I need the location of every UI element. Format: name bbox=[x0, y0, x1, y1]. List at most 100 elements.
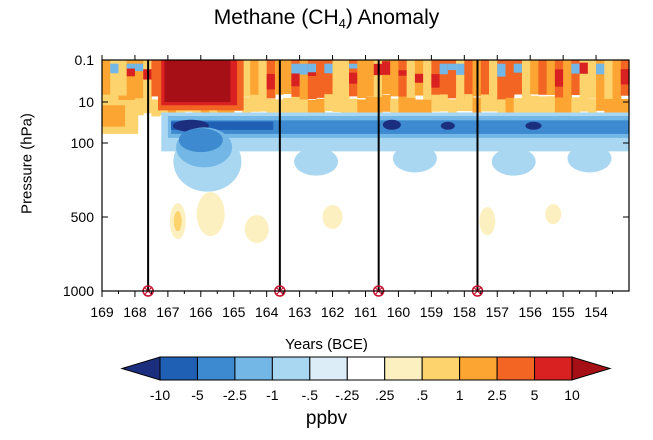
x-tick-label: 166 bbox=[189, 304, 213, 320]
anomaly-cell bbox=[571, 63, 581, 74]
colorbar-box bbox=[459, 356, 498, 381]
anomaly-cell bbox=[151, 99, 161, 117]
positive-patch bbox=[102, 105, 126, 127]
anomaly-cell bbox=[365, 96, 375, 114]
anomaly-cell bbox=[620, 98, 630, 116]
anomaly-cell bbox=[307, 99, 317, 117]
anomaly-cell bbox=[497, 60, 507, 102]
anomaly-cell bbox=[241, 60, 251, 97]
x-tick-label: 159 bbox=[420, 304, 444, 320]
anomaly-cell bbox=[497, 99, 507, 117]
y-tick-label: 1000 bbox=[63, 283, 94, 299]
anomaly-cell bbox=[579, 62, 589, 74]
negative-layer bbox=[171, 120, 629, 134]
anomaly-cell bbox=[241, 97, 251, 115]
anomaly-cell bbox=[489, 60, 498, 100]
y-tick-label: 100 bbox=[71, 135, 95, 151]
negative-core bbox=[382, 119, 401, 130]
anomaly-cell bbox=[431, 94, 441, 112]
anomaly-cell bbox=[604, 98, 614, 116]
anomaly-cell bbox=[291, 73, 301, 87]
negative-patch bbox=[294, 147, 339, 176]
anomaly-cell bbox=[563, 95, 572, 113]
chart-title: Methane (CH4) Anomaly bbox=[213, 6, 440, 31]
anomaly-cell bbox=[316, 98, 325, 116]
anomaly-cell bbox=[126, 60, 136, 96]
anomaly-cell bbox=[612, 98, 622, 116]
colorbar-level-label: 2.5 bbox=[487, 387, 507, 403]
anomaly-cell bbox=[521, 60, 531, 101]
anomaly-cell bbox=[118, 60, 128, 99]
anomaly-cell bbox=[464, 94, 474, 112]
colorbar-level-label: .25 bbox=[375, 387, 395, 403]
anomaly-cell bbox=[439, 63, 449, 75]
anomaly-cell bbox=[521, 98, 531, 116]
anomaly-cell bbox=[250, 94, 260, 112]
colorbar-box bbox=[309, 356, 348, 381]
anomaly-cell bbox=[398, 70, 408, 76]
anomaly-cell bbox=[439, 60, 449, 98]
colorbar: -10 -5 -2.5 -1 -.5 -.25 .25 .5 1 2.5 5 10 bbox=[120, 356, 612, 403]
colorbar-unit-label: ppbv bbox=[305, 408, 348, 429]
anomaly-cell bbox=[307, 60, 317, 100]
negative-core bbox=[171, 121, 274, 130]
colorbar-triangle-high bbox=[571, 356, 612, 381]
anomaly-cell bbox=[480, 60, 490, 99]
positive-patch bbox=[479, 207, 496, 236]
anomaly-cell bbox=[447, 63, 457, 71]
anomaly-cell bbox=[258, 94, 268, 112]
anomaly-cell bbox=[406, 60, 416, 101]
anomaly-cell bbox=[447, 60, 457, 99]
colorbar-level-label: -10 bbox=[150, 387, 170, 403]
negative-plume bbox=[178, 128, 223, 153]
anomaly-cell bbox=[571, 97, 581, 115]
anomaly-cell bbox=[381, 60, 391, 95]
x-tick-label: 155 bbox=[551, 304, 575, 320]
anomaly-cell bbox=[357, 60, 367, 99]
anomaly-cell bbox=[431, 74, 441, 88]
anomaly-cell bbox=[283, 60, 292, 95]
anomaly-cell bbox=[398, 60, 408, 102]
positive-patch bbox=[545, 204, 562, 225]
anomaly-cell bbox=[587, 98, 597, 116]
anomaly-cell bbox=[464, 60, 474, 100]
anomaly-cell bbox=[530, 95, 540, 113]
anomaly-cell bbox=[134, 63, 144, 72]
anomaly-cell bbox=[340, 97, 350, 115]
colorbar-box bbox=[159, 356, 198, 381]
anomaly-cell bbox=[390, 60, 400, 97]
positive-patch bbox=[173, 211, 182, 232]
anomaly-cell bbox=[612, 60, 622, 102]
anomaly-cell bbox=[126, 63, 136, 69]
anomaly-cell bbox=[596, 93, 605, 111]
colorbar-level-label: -5 bbox=[191, 387, 204, 403]
anomaly-cell bbox=[587, 60, 597, 99]
positive-plume bbox=[164, 60, 231, 102]
anomaly-cell bbox=[456, 94, 465, 112]
anomaly-cell bbox=[307, 70, 317, 76]
y-tick-label: 500 bbox=[71, 209, 95, 225]
colorbar-triangle-low bbox=[120, 356, 161, 381]
anomaly-cell bbox=[266, 73, 276, 90]
anomaly-cell bbox=[102, 60, 111, 100]
anomaly-cell bbox=[414, 99, 424, 117]
anomaly-cell bbox=[596, 63, 605, 75]
colorbar-level-label: .5 bbox=[416, 387, 428, 403]
anomaly-cell bbox=[447, 99, 457, 117]
anomaly-cell bbox=[307, 63, 317, 73]
colorbar-level-label: -.25 bbox=[335, 387, 359, 403]
colorbar-level-label: 1 bbox=[456, 387, 464, 403]
negative-core bbox=[440, 121, 455, 130]
colorbar-level-label: -1 bbox=[266, 387, 279, 403]
anomaly-cell bbox=[406, 97, 416, 115]
anomaly-cell bbox=[299, 99, 309, 117]
anomaly-cell bbox=[110, 60, 120, 102]
colorbar-level-label: 10 bbox=[564, 387, 580, 403]
anomaly-cell bbox=[390, 98, 400, 116]
x-tick-label: 160 bbox=[387, 304, 411, 320]
anomaly-cell bbox=[579, 60, 589, 101]
anomaly-cell bbox=[349, 98, 358, 116]
anomaly-cell bbox=[538, 96, 548, 114]
x-tick-label: 157 bbox=[486, 304, 510, 320]
